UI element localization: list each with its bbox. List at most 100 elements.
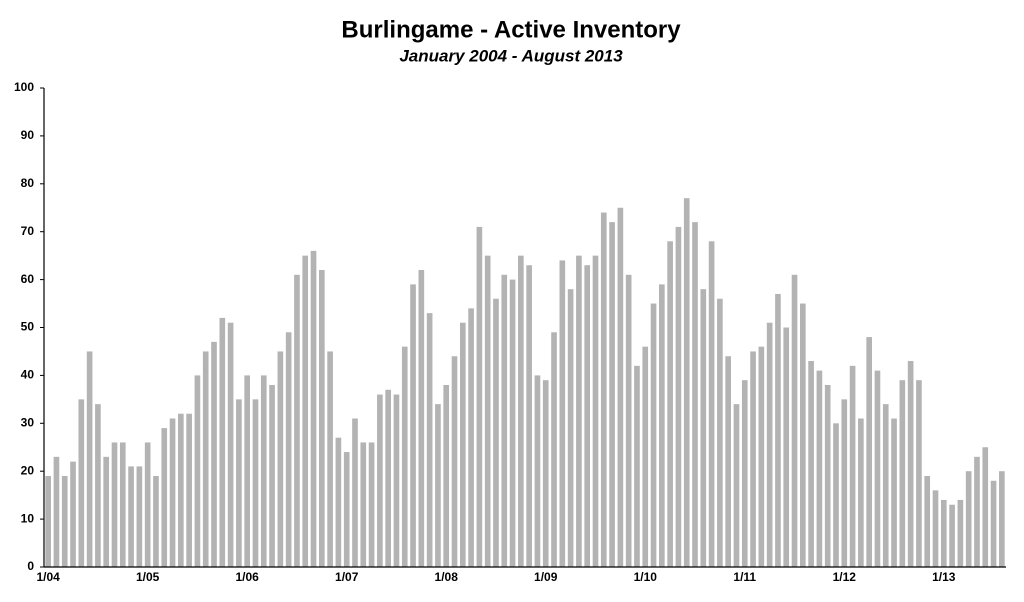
bar	[758, 346, 765, 567]
bar	[451, 356, 458, 567]
bar	[974, 456, 980, 567]
bar	[874, 370, 881, 567]
bar	[426, 313, 433, 567]
bar	[833, 423, 839, 567]
bar	[808, 361, 814, 567]
bar	[882, 404, 889, 567]
bar	[78, 399, 85, 567]
bar	[202, 351, 209, 567]
bar	[360, 442, 367, 567]
bar	[667, 241, 673, 567]
y-tick-label: 20	[21, 463, 35, 477]
bar	[435, 404, 441, 567]
bar	[625, 274, 632, 567]
bar	[551, 332, 557, 567]
bar	[559, 260, 566, 567]
y-tick-label: 40	[21, 368, 35, 382]
y-tick-label: 90	[21, 128, 35, 142]
bar	[335, 437, 342, 567]
bar	[443, 384, 450, 567]
bar	[401, 346, 408, 567]
bar	[692, 222, 698, 567]
bar	[227, 322, 234, 567]
bar	[136, 466, 143, 567]
y-tick-label: 50	[21, 320, 35, 334]
chart-title: Burlingame - Active Inventory	[341, 16, 681, 43]
bar	[95, 404, 101, 567]
bar	[476, 226, 483, 567]
bar	[410, 284, 416, 567]
bar	[318, 270, 325, 567]
x-tick-label: 1/08	[435, 570, 459, 584]
bar	[211, 341, 217, 567]
bar	[866, 337, 872, 567]
bar	[617, 207, 624, 567]
y-tick-label: 80	[21, 176, 35, 190]
x-tick-label: 1/07	[335, 570, 359, 584]
bar	[791, 274, 798, 567]
bar	[501, 274, 508, 567]
bar	[484, 255, 491, 567]
bar	[45, 475, 51, 567]
y-tick-label: 10	[21, 511, 35, 525]
bar	[534, 375, 541, 567]
bar	[385, 389, 391, 567]
bar	[277, 351, 284, 567]
bar	[368, 442, 375, 567]
x-tick-label: 1/11	[733, 570, 756, 584]
bar	[916, 380, 922, 567]
bar	[584, 265, 591, 567]
bar	[932, 490, 939, 567]
bar	[708, 241, 715, 567]
y-tick-label: 60	[21, 272, 35, 286]
bar	[352, 418, 358, 567]
bar	[186, 413, 192, 567]
bar	[799, 303, 806, 567]
bar	[849, 365, 856, 567]
x-tick-label: 1/09	[534, 570, 558, 584]
bar	[285, 332, 292, 567]
bar	[940, 499, 947, 567]
bar	[393, 394, 400, 567]
y-tick-label: 70	[21, 224, 35, 238]
bar	[111, 442, 118, 567]
bar	[949, 504, 955, 567]
bar	[899, 380, 906, 567]
x-tick-label: 1/13	[932, 570, 956, 584]
bar	[302, 255, 309, 567]
bar	[717, 298, 723, 567]
bar	[775, 293, 781, 567]
bar	[86, 351, 93, 567]
bar	[609, 222, 615, 567]
bar	[675, 226, 682, 567]
bar	[891, 418, 897, 567]
bar	[642, 346, 649, 567]
x-tick-label: 1/06	[236, 570, 260, 584]
bar	[907, 361, 914, 567]
y-tick-label: 100	[14, 80, 34, 94]
bar	[343, 452, 350, 567]
bar	[169, 418, 176, 567]
bar	[119, 442, 126, 567]
bar	[567, 289, 574, 567]
bar	[244, 375, 251, 567]
bar	[418, 270, 425, 567]
y-tick-label: 0	[27, 559, 34, 573]
bar	[634, 365, 640, 567]
bar	[103, 456, 110, 567]
x-tick-label: 1/12	[833, 570, 857, 584]
bar	[999, 471, 1005, 567]
bar	[144, 442, 151, 567]
bar	[700, 289, 707, 567]
bar	[824, 384, 831, 567]
x-tick-label: 1/05	[136, 570, 160, 584]
bar	[468, 308, 474, 567]
bar	[741, 380, 748, 567]
bar	[750, 351, 756, 567]
bar	[841, 399, 848, 567]
bar	[924, 475, 931, 567]
bar	[576, 255, 582, 567]
y-tick-label: 30	[21, 415, 35, 429]
bar	[194, 375, 201, 567]
